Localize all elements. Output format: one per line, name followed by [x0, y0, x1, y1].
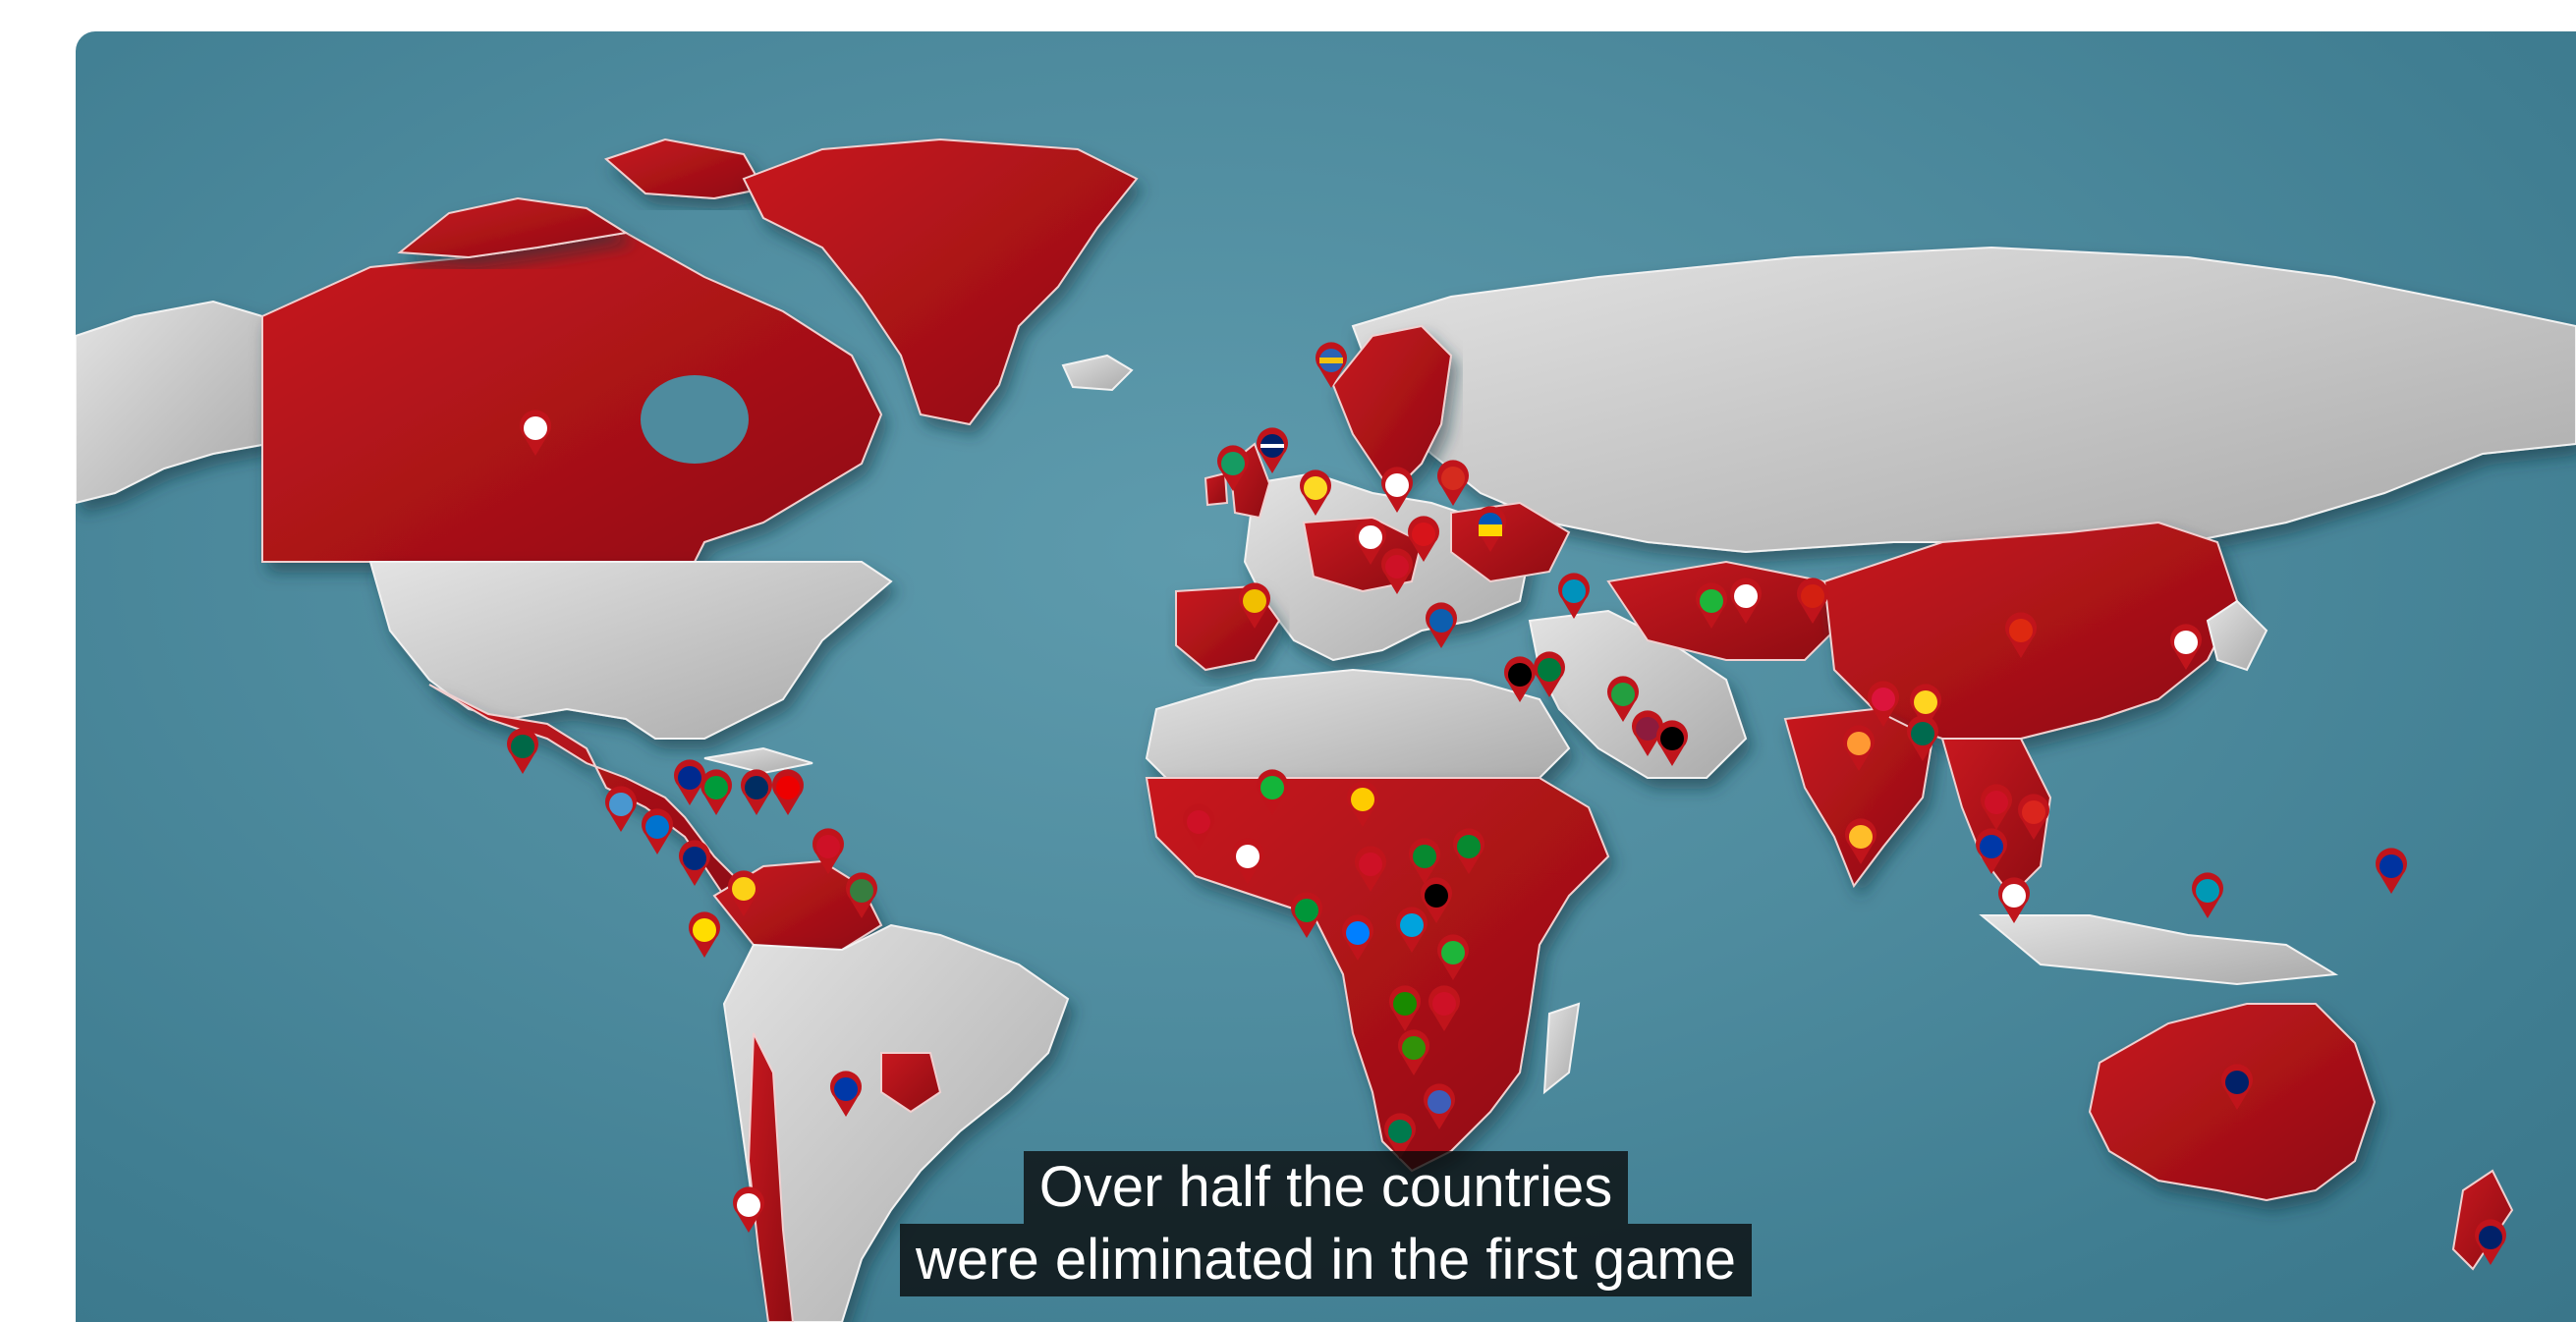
- flag-pin-icon: [1797, 578, 1828, 624]
- flag-pin-icon: [1845, 818, 1876, 864]
- flag-pin-icon: [1453, 828, 1484, 874]
- flag-pin-icon: [1257, 427, 1288, 473]
- flag-pin-icon: [2170, 624, 2202, 670]
- land-africa-red: [1145, 777, 1610, 1173]
- flag-pin-icon: [2221, 1064, 2253, 1110]
- flag-pin-icon: [1421, 877, 1452, 923]
- flag-pin-icon: [1291, 892, 1322, 938]
- land-arctic-islands: [397, 196, 629, 259]
- video-captions: Over half the countries were eliminated …: [76, 1151, 2576, 1296]
- flag-pin-icon: [679, 840, 710, 886]
- flag-pin-icon: [1998, 877, 2030, 923]
- land-canada: [261, 231, 883, 583]
- flag-pin-icon: [2018, 794, 2049, 840]
- flag-pin-icon: [1183, 803, 1214, 850]
- flag-pin-icon: [1907, 715, 1938, 761]
- flag-pin-icon: [1868, 681, 1899, 727]
- flag-pin-icon: [520, 410, 551, 456]
- flag-pin-icon: [1347, 781, 1378, 827]
- flag-pin-icon: [1696, 582, 1727, 629]
- land-alaska: [76, 300, 269, 505]
- flag-pin-icon: [1384, 1113, 1416, 1159]
- flag-pin-icon: [2376, 848, 2407, 894]
- land-madagascar: [1542, 1002, 1581, 1095]
- flag-pin-icon: [1398, 1029, 1429, 1075]
- video-player[interactable]: Over half the countries were eliminated …: [76, 31, 2576, 1322]
- flag-pin-icon: [1424, 1083, 1455, 1129]
- flag-pin-icon: [1910, 684, 1941, 730]
- flag-pin-icon: [1534, 651, 1565, 697]
- land-russia: [1351, 246, 2576, 554]
- flag-pin-icon: [674, 759, 705, 805]
- flag-pin-icon: [1355, 519, 1386, 565]
- flag-pin-icon: [642, 808, 673, 854]
- flag-pin-icon: [741, 769, 772, 815]
- caption-line-2: were eliminated in the first game: [900, 1224, 1752, 1296]
- land-iceland: [1061, 354, 1134, 392]
- flag-pin-icon: [1409, 838, 1440, 884]
- flag-pin-icon: [1239, 582, 1270, 629]
- flag-pin-icon: [728, 870, 759, 916]
- flag-pin-icon: [1396, 907, 1428, 953]
- flag-pin-icon: [772, 769, 804, 815]
- land-central-asia: [1606, 560, 1846, 661]
- land-greenland: [742, 138, 1139, 426]
- flag-pin-icon: [1408, 516, 1439, 562]
- flag-pin-icon: [1232, 838, 1263, 884]
- flag-pin-icon: [1437, 460, 1469, 506]
- flag-pin-icon: [1300, 469, 1331, 516]
- flag-pin-icon: [1632, 710, 1663, 756]
- flag-pin-icon: [1217, 445, 1249, 491]
- land-india: [1783, 707, 1934, 889]
- land-ireland: [1204, 471, 1229, 507]
- flag-pin-icon: [1981, 784, 2012, 830]
- land-arctic-islands-2: [604, 138, 765, 200]
- land-japan-korea: [2206, 599, 2268, 672]
- flag-pin-icon: [812, 828, 844, 874]
- flag-pin-icon: [1656, 720, 1688, 766]
- flag-pin-icon: [689, 911, 720, 958]
- flag-pin-icon: [1558, 573, 1590, 619]
- flag-pin-icon: [1843, 725, 1875, 771]
- flag-pin-icon: [1381, 467, 1413, 513]
- land-north-africa: [1145, 668, 1571, 790]
- water-hudson-bay: [641, 375, 749, 464]
- land-paraguay: [880, 1052, 942, 1114]
- land-cuba: [703, 746, 813, 775]
- flag-pin-icon: [2192, 872, 2223, 918]
- flag-pin-icon: [507, 728, 538, 774]
- flag-pin-icon: [700, 769, 732, 815]
- flag-pin-icon: [1730, 578, 1762, 624]
- flag-pin-icon: [1389, 985, 1421, 1031]
- flag-pin-icon: [1504, 656, 1536, 702]
- world-map: [76, 138, 2576, 1322]
- flag-pin-icon: [830, 1071, 862, 1117]
- flag-pin-icon: [1257, 769, 1288, 815]
- flag-pin-icon: [846, 872, 877, 918]
- flag-pin-icon: [1381, 548, 1413, 594]
- flag-pin-icon: [733, 1186, 764, 1233]
- land-usa: [368, 561, 893, 740]
- flag-pins: [507, 342, 2506, 1265]
- flag-pin-icon: [1355, 846, 1386, 892]
- flag-pin-icon: [1976, 828, 2007, 874]
- flag-pin-icon: [605, 786, 637, 832]
- flag-pin-icon: [2005, 612, 2037, 658]
- land-south-america: [722, 923, 1070, 1322]
- flag-pin-icon: [2475, 1219, 2506, 1265]
- flag-pin-icon: [1607, 676, 1639, 722]
- land-scandinavia: [1331, 324, 1453, 495]
- flag-pin-icon: [1475, 506, 1506, 552]
- flag-pin-icon: [1316, 342, 1347, 388]
- flag-pin-icon: [1342, 914, 1373, 961]
- flag-pin-icon: [1426, 602, 1457, 648]
- flag-pin-icon: [1428, 985, 1460, 1031]
- flag-pin-icon: [1437, 934, 1469, 980]
- caption-line-1: Over half the countries: [1023, 1151, 1629, 1224]
- land-australia: [2088, 1003, 2377, 1202]
- land-indonesia: [1979, 914, 2339, 986]
